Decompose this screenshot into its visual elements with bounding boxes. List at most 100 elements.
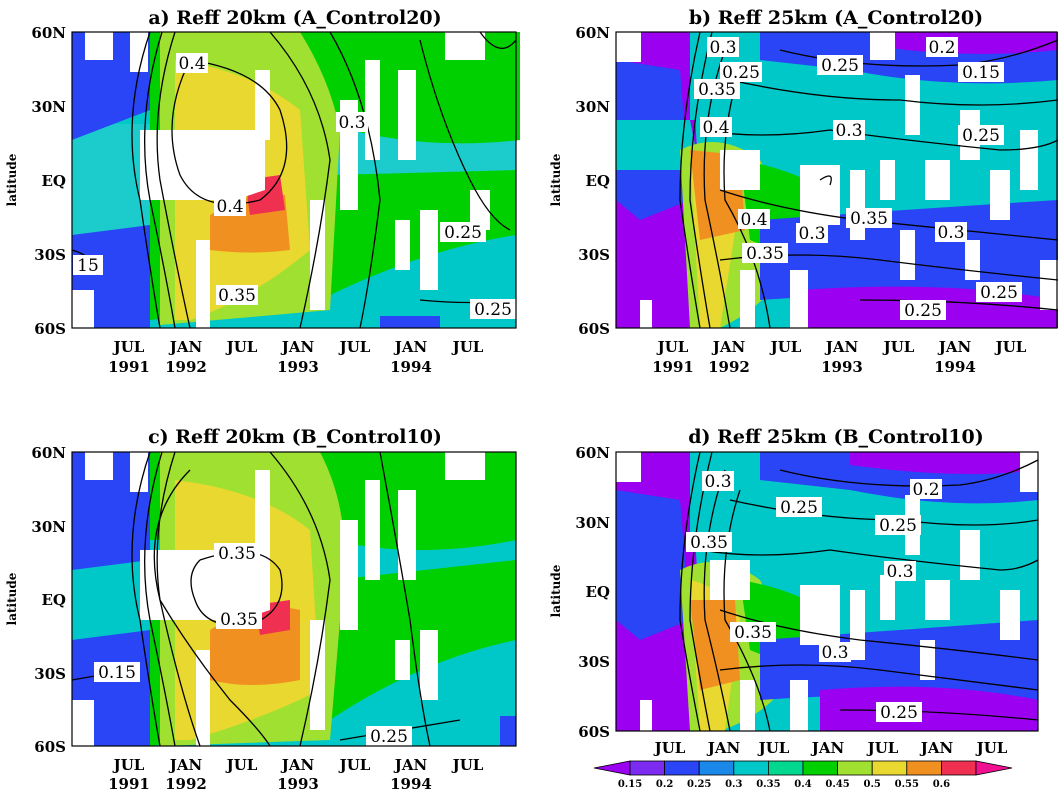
colorbar-tick-label: 0.4 (794, 779, 811, 790)
panel-c-xtick-year: 1991 (108, 775, 150, 793)
colorbar-cell (871, 760, 908, 776)
panel-a-xtick-month: JAN (168, 338, 203, 356)
colorbar-tick-label: 0.2 (656, 779, 673, 790)
colorbar-cell (768, 760, 804, 776)
panel-d-ytick: 60S (578, 723, 610, 741)
panel-b-contour-label: 0.35 (698, 80, 736, 100)
panel-c-ytick: 30S (34, 665, 66, 683)
panel-c-frame (71, 451, 517, 747)
panel-d-contour-label: 0.25 (780, 498, 818, 518)
panel-b-xtick-year: 1992 (708, 358, 750, 376)
panel-c-xtick-year: 1994 (390, 775, 432, 793)
panel-c-xtick-month: JAN (168, 756, 203, 774)
panel-a-contour-label: 0.35 (218, 286, 256, 306)
panel-b-contour-label: 0.35 (746, 244, 784, 264)
panel-c-xtick-month: JUL (225, 756, 258, 774)
panel-b-xtick-month: JUL (994, 338, 1027, 356)
panel-c-xtick-month: JAN (280, 756, 315, 774)
panel-a-blank-core (140, 130, 265, 200)
colorbar-tick-label: 0.15 (618, 779, 642, 790)
panel-d-orange (690, 600, 740, 690)
colorbar-cell (906, 760, 942, 776)
colorbar-cell (837, 760, 873, 776)
panel-a-xtick-month: JAN (393, 338, 428, 356)
panel-c-xtick-year: 1993 (277, 775, 319, 793)
panel-a-yticks: 60N 30N EQ 30S 60S (31, 24, 66, 338)
panel-b-contour-label: 0.3 (835, 121, 862, 141)
panel-c-ytick: EQ (42, 591, 67, 609)
panel-b-frame (615, 31, 1058, 329)
panel-d-heatmap (616, 452, 1038, 731)
colorbar-tick-label: 0.55 (895, 779, 919, 790)
panel-a-contour-label: 0.25 (474, 300, 512, 320)
panel-d-ylabel: latitude (549, 564, 563, 617)
colorbar-tick-label: 0.45 (825, 779, 849, 790)
panel-d-contour-label: 0.2 (912, 480, 939, 500)
panel-d-xtick-month: JAN (706, 739, 741, 757)
panel-d-contour-label: 0.25 (880, 703, 918, 723)
panel-b-ytick: EQ (586, 172, 611, 190)
panel-b-contour-label: 0.4 (702, 118, 729, 138)
panel-a-xtick-year: 1991 (108, 358, 150, 376)
panel-b-contour-label: 0.25 (722, 63, 760, 83)
panel-b-contour-label: 0.3 (937, 223, 964, 243)
panel-b-xtick-year: 1991 (652, 358, 694, 376)
panel-b-contour-label: 0.3 (709, 38, 736, 58)
panel-a-contour-label: 0.4 (178, 54, 205, 74)
panel-c-ytick: 30N (31, 518, 66, 536)
panel-c-xtick-month: JAN (393, 756, 428, 774)
panel-b-contour-label: 0.25 (962, 126, 1000, 146)
panel-c-contour-label: 0.35 (218, 544, 256, 564)
panel-b-xtick-month: JAN (824, 338, 859, 356)
panel-b-contour-label: 0.3 (798, 224, 825, 244)
panel-d-contour-label: 0.3 (886, 562, 913, 582)
panel-d-contour-label: 0.35 (734, 623, 772, 643)
colorbar-tick-label: 0.6 (933, 779, 950, 790)
panel-c-contour-label: 0.25 (370, 727, 408, 747)
panel-b-xtick-month: JAN (937, 338, 972, 356)
panel-b-xtick-month: JUL (656, 338, 689, 356)
colorbar-cell (941, 760, 977, 776)
panel-c-title: c) Reff 20km (B_Control10) (148, 426, 442, 448)
panel-d-contour-label: 0.25 (879, 516, 917, 536)
panel-d-title: d) Reff 25km (B_Control10) (688, 426, 984, 448)
panel-a-heatmap (72, 32, 520, 328)
panel-b-xtick-year: 1993 (821, 358, 863, 376)
panel-b-ytick: 60S (578, 320, 610, 338)
panel-d: d) Reff 25km (B_Control10) (549, 426, 1039, 777)
panel-c-blank-core (140, 550, 270, 620)
panel-b-ytick: 60N (575, 24, 610, 42)
panel-a-ytick: 60S (34, 320, 66, 338)
colorbar-tick-label: 0.35 (756, 779, 780, 790)
panel-c-xtick-month: JUL (112, 756, 145, 774)
panel-d-xtick-month: JUL (866, 739, 899, 757)
colorbar-cell (629, 760, 665, 776)
panel-d-contour-label: 0.3 (704, 472, 731, 492)
panel-a: a) Reff 20km (A_Control20) (5, 7, 520, 376)
colorbar-tick-label: 0.25 (687, 779, 711, 790)
panel-d-ytick: 30S (578, 653, 610, 671)
panel-c-xtick-month: JUL (451, 756, 484, 774)
panel-c-ytick: 60N (31, 444, 66, 462)
panel-c-heatmap (72, 452, 516, 746)
panel-b-contour-label: 0.2 (928, 38, 955, 58)
panel-a-xtick-month: JUL (338, 338, 371, 356)
panel-a-xtick-month: JUL (112, 338, 145, 356)
panel-a-contour-labels: 0.4 0.3 0.4 0.35 0.25 0.25 15 (73, 53, 516, 320)
panel-a-ytick: 30S (34, 246, 66, 264)
panel-c-xticks: JUL 1991 JAN 1992 JUL JAN 1993 JUL JAN 1… (108, 756, 484, 793)
panel-d-ytick: 30N (575, 514, 610, 532)
panel-d-yticks: 60N 30N EQ 30S 60S (575, 444, 610, 741)
panel-b-xtick-month: JUL (769, 338, 802, 356)
panel-b-contour-labels: 0.3 0.25 0.35 0.4 0.25 0.3 0.2 0.15 0.25… (694, 37, 1022, 321)
panel-a-ytick: 30N (31, 98, 66, 116)
panel-a-xtick-month: JUL (225, 338, 258, 356)
panel-d-xtick-month: JUL (975, 739, 1008, 757)
colorbar-cells (593, 760, 1013, 776)
panel-c-ytick: 60S (34, 738, 66, 756)
colorbar-cell (664, 760, 700, 776)
panel-b-contour-label: 0.35 (850, 209, 888, 229)
colorbar-cell (733, 760, 769, 776)
panel-b-contour-label: 0.25 (821, 56, 859, 76)
